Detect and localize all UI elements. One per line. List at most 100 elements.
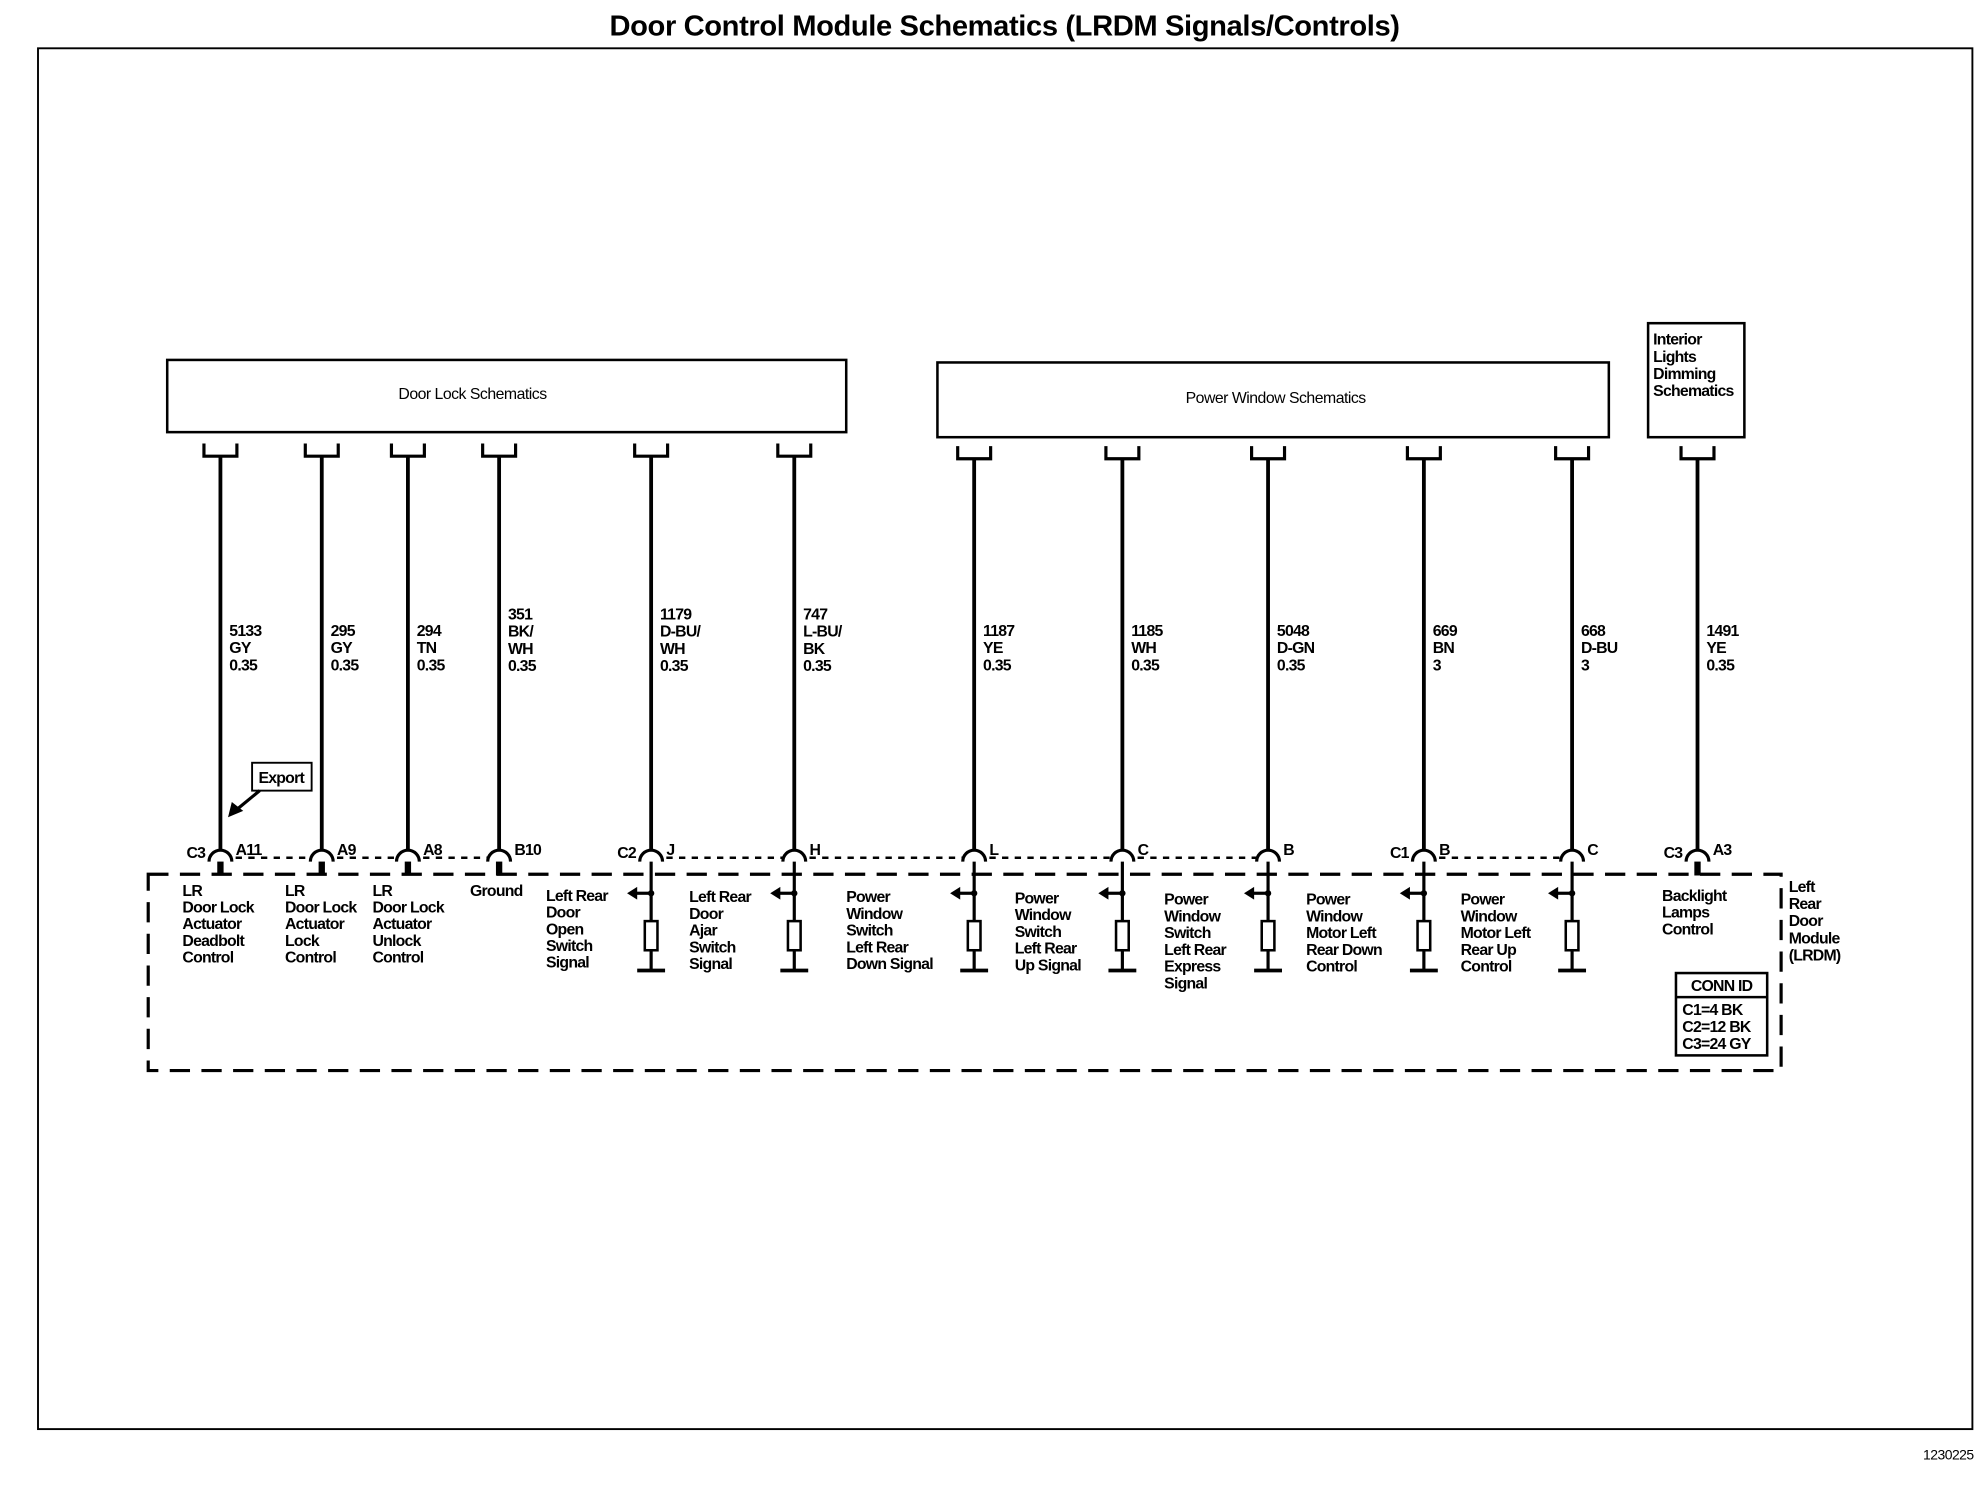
interior-lights-line: Lights	[1653, 349, 1697, 366]
signal-arrow-icon	[1548, 886, 1559, 900]
conn-id-table	[1674, 971, 1769, 1057]
connector-pin-icon	[207, 848, 234, 862]
export-label: Export	[258, 770, 305, 787]
interior-lights-line: Dimming	[1653, 366, 1715, 383]
circuit-function-label: Power	[1015, 890, 1059, 907]
wire-spec-line: 668	[1581, 623, 1606, 640]
wire-spec-line: GY	[331, 640, 354, 657]
resistor-icon	[643, 919, 659, 952]
resistor-icon	[1114, 919, 1130, 952]
conn-id-row: C3=24 GY	[1682, 1036, 1751, 1053]
wire-spec-line: 294	[417, 623, 442, 640]
circuit-function-label: Actuator	[182, 916, 242, 933]
connector-pin-icon	[1559, 848, 1586, 862]
connector-pin-icon	[1684, 848, 1711, 862]
terminal-bracket-icon	[1250, 446, 1287, 461]
connector-id: C3	[1664, 845, 1684, 862]
circuit-function-label: Unlock	[372, 933, 421, 950]
conn-id-row: C1=4 BK	[1682, 1002, 1744, 1019]
terminal-bracket-icon	[389, 443, 426, 458]
pin-id: H	[809, 842, 820, 859]
connector-id: C2	[617, 845, 637, 862]
circuit-function-label: Control	[182, 950, 233, 967]
circuit-function-label: Control	[372, 950, 423, 967]
conn-id-row: C2=12 BK	[1682, 1019, 1752, 1036]
interior-lights-dimming-block[interactable]	[1646, 321, 1746, 439]
circuit-function-label: Control	[1306, 959, 1357, 976]
pin-id: L	[989, 842, 999, 859]
circuit-function-label: Door Lock	[285, 900, 357, 917]
circuit-function-label: Actuator	[372, 916, 432, 933]
conn-id-header: CONN ID	[1691, 978, 1753, 995]
circuit-function-label: Left Rear	[689, 889, 751, 906]
circuit-function-label: Down Signal	[846, 956, 933, 973]
circuit-function-label: Rear Up	[1461, 942, 1517, 959]
wire-spec-line: 1491	[1706, 623, 1739, 640]
circuit-function-label: Switch	[1015, 924, 1062, 941]
circuit-function-label: LR	[285, 883, 306, 900]
wire-spec-line: 669	[1433, 623, 1458, 640]
wire-spec-line: 0.35	[803, 658, 832, 675]
export-box[interactable]	[251, 761, 313, 792]
circuit-function-label: Ajar	[689, 923, 717, 940]
module-label-line: Module	[1789, 930, 1841, 947]
export-arrow-line	[237, 789, 261, 810]
diagram-frame	[37, 47, 1974, 1431]
circuit-function-label: Left Rear	[1015, 941, 1077, 958]
circuit-function-label: Power	[1306, 892, 1350, 909]
terminal-bracket-icon	[776, 443, 813, 458]
wire-spec-line: 3	[1433, 657, 1442, 674]
connector-pin-icon	[1255, 848, 1282, 862]
circuit-function-label: Power	[1461, 892, 1505, 909]
terminal-bracket-icon	[1104, 446, 1141, 461]
lrdm-module-boundary	[146, 872, 1783, 1073]
wire-spec-line: 1185	[1131, 623, 1163, 640]
wire-spec-line: TN	[417, 640, 437, 657]
signal-arrow-icon	[950, 886, 961, 900]
wire-spec-line: 351	[508, 607, 533, 624]
signal-arrow-icon	[770, 886, 781, 900]
wire-spec-line: 5133	[229, 623, 262, 640]
resistor-icon	[1416, 919, 1432, 952]
pin-id: A3	[1713, 842, 1733, 859]
module-label-line: (LRDM)	[1789, 947, 1841, 964]
door-lock-schematics-block[interactable]	[165, 358, 848, 434]
circuit-function-label: Door	[689, 906, 723, 923]
connector-pin-icon	[781, 848, 808, 862]
circuit-function-label: Signal	[546, 955, 589, 972]
wire-spec-line: 5048	[1277, 623, 1310, 640]
pin-id: C	[1587, 842, 1598, 859]
pin-id: B	[1439, 842, 1450, 859]
wire-spec-line: WH	[508, 641, 533, 658]
circuit-function-label: Window	[1306, 908, 1363, 925]
power-window-schematics-block[interactable]	[936, 361, 1611, 439]
wire-spec-line: 0.35	[508, 658, 537, 675]
terminal-bracket-icon	[202, 443, 239, 458]
circuit-function-label: Door Lock	[372, 900, 444, 917]
circuit-function-label: Window	[1015, 907, 1072, 924]
pin-id: B	[1283, 842, 1294, 859]
circuit-function-label: Signal	[689, 956, 732, 973]
resistor-icon	[966, 919, 982, 952]
connector-pin-icon	[961, 848, 988, 862]
wire-spec-line: D-BU/	[660, 624, 702, 641]
terminal-bracket-icon	[956, 446, 993, 461]
circuit-function-label: LR	[182, 883, 203, 900]
circuit-function-label: Power	[846, 889, 890, 906]
circuit-function-label: Control	[1662, 921, 1713, 938]
wire-spec-line: BK/	[508, 624, 534, 641]
